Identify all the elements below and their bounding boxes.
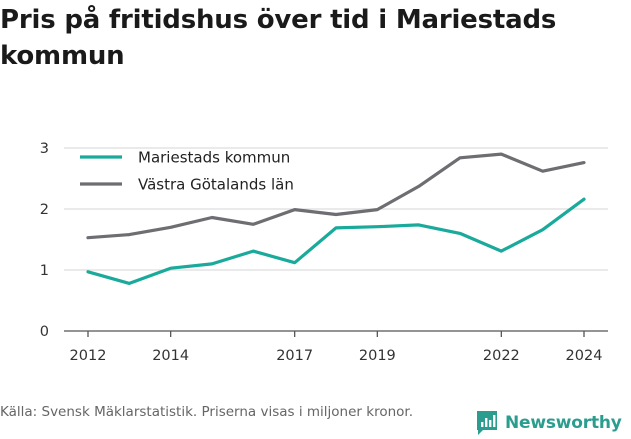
legend-label: Västra Götalands län	[138, 176, 294, 194]
line-chart: 0 1 2 3 2012 2014 2017 2019 2022 2024 Mariestads…	[40, 141, 608, 364]
y-tick-label: 0	[40, 324, 49, 340]
x-tick-label: 2022	[483, 348, 520, 364]
y-axis-ticks: 0 1 2 3	[40, 141, 49, 340]
x-tick-label: 2024	[566, 348, 603, 364]
brand-logo: Newsworthy	[475, 408, 622, 438]
source-note: Källa: Svensk Mäklarstatistik. Priserna …	[0, 404, 414, 420]
gridlines	[64, 147, 608, 271]
series-line-vastra-gotaland	[86, 152, 586, 240]
series-lines	[86, 152, 586, 285]
chart-title: Pris på fritidshus över tid i Mariestads…	[0, 5, 557, 71]
x-tick-label: 2017	[276, 348, 313, 364]
x-tick-label: 2019	[359, 348, 396, 364]
y-tick-label: 2	[40, 202, 49, 218]
brand-name: Newsworthy	[505, 413, 622, 433]
legend: Mariestads kommun Västra Götalands län	[80, 149, 294, 194]
newsworthy-logo-icon	[477, 411, 497, 435]
legend-label: Mariestads kommun	[138, 149, 290, 167]
x-tick-label: 2012	[70, 348, 107, 364]
series-line-mariestad	[86, 197, 586, 285]
x-tick-label: 2014	[152, 348, 189, 364]
x-axis: 2012 2014 2017 2019 2022 2024	[64, 330, 608, 364]
y-tick-label: 1	[40, 263, 49, 279]
y-tick-label: 3	[40, 141, 49, 157]
